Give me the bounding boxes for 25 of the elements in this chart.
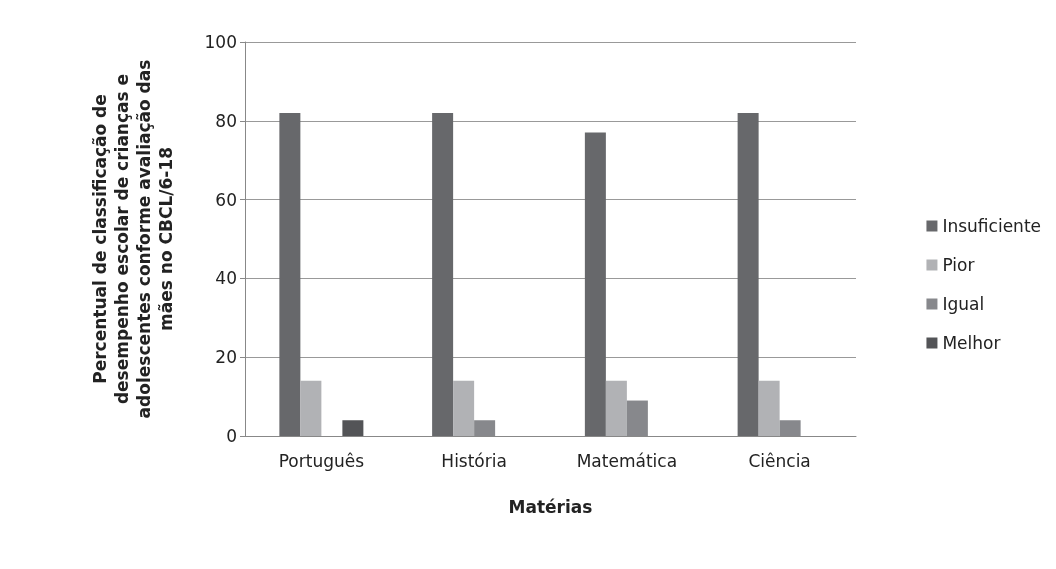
y-axis-title: Percentual de classificação de desempenho escolar de crianças e adolescentes conforme avaliação das mães no CBCL/6-18 (90, 59, 176, 419)
x-tick-label: Ciência (748, 450, 811, 471)
x-tick-label: História (441, 450, 507, 471)
bar (584, 132, 606, 436)
bar (453, 380, 475, 436)
legend-label: Pior (942, 255, 975, 275)
y-tick-label: 80 (215, 110, 237, 131)
y-tick-label: 40 (215, 268, 237, 289)
legend-label: Igual (942, 294, 985, 314)
bar (432, 112, 454, 436)
bar (605, 380, 627, 436)
bar (758, 380, 780, 436)
bar (737, 112, 759, 436)
y-tick-label: 0 (226, 426, 237, 446)
x-tick-label: Português (278, 450, 365, 471)
y-tick-label: 60 (215, 189, 237, 210)
bar (300, 380, 322, 436)
y-tick-label: 20 (215, 347, 237, 368)
y-tick-label: 100 (204, 32, 237, 52)
legend-label: Melhor (942, 333, 1001, 353)
bar (342, 420, 364, 436)
x-axis-title: Matérias (508, 496, 593, 517)
bar (279, 112, 301, 436)
x-tick-label: Matemática (576, 450, 678, 471)
legend-label: Insuficiente (942, 216, 1042, 236)
